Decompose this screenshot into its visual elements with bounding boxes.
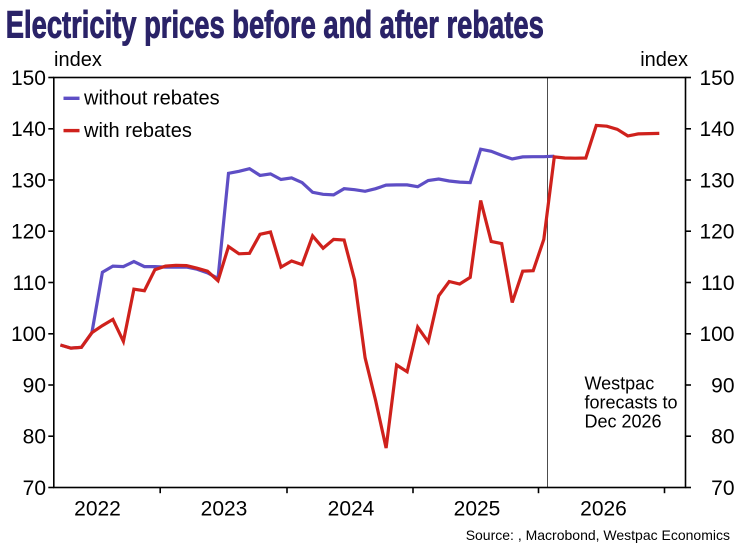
svg-text:70: 70: [23, 477, 46, 500]
svg-text:2022: 2022: [74, 497, 121, 520]
svg-text:90: 90: [23, 374, 46, 397]
svg-text:70: 70: [711, 477, 734, 500]
svg-text:Westpac: Westpac: [585, 374, 655, 394]
svg-text:120: 120: [699, 221, 734, 244]
svg-text:Dec 2026: Dec 2026: [585, 412, 662, 432]
svg-text:100: 100: [699, 323, 734, 346]
svg-text:with rebates: with rebates: [83, 120, 192, 142]
svg-text:forecasts to: forecasts to: [585, 393, 678, 413]
svg-text:Electricity prices before and: Electricity prices before and after reba…: [6, 5, 544, 47]
svg-text:140: 140: [11, 118, 46, 141]
svg-text:130: 130: [699, 169, 734, 192]
svg-text:110: 110: [13, 272, 46, 295]
svg-text:2024: 2024: [328, 497, 375, 520]
svg-text:150: 150: [699, 67, 734, 90]
svg-text:100: 100: [11, 323, 46, 346]
svg-text:150: 150: [11, 67, 46, 90]
svg-text:without rebates: without rebates: [83, 87, 220, 109]
svg-text:130: 130: [11, 169, 46, 192]
svg-text:80: 80: [23, 426, 46, 449]
svg-text:index: index: [640, 49, 688, 71]
svg-text:110: 110: [701, 272, 734, 295]
svg-text:90: 90: [711, 374, 734, 397]
svg-text:2023: 2023: [201, 497, 248, 520]
svg-text:2026: 2026: [580, 497, 627, 520]
svg-text:140: 140: [699, 118, 734, 141]
svg-text:2025: 2025: [454, 497, 501, 520]
svg-text:index: index: [54, 49, 102, 71]
svg-text:120: 120: [11, 221, 46, 244]
svg-text:80: 80: [711, 426, 734, 449]
svg-text:Source: , Macrobond, Westpac E: Source: , Macrobond, Westpac Economics: [466, 527, 730, 543]
